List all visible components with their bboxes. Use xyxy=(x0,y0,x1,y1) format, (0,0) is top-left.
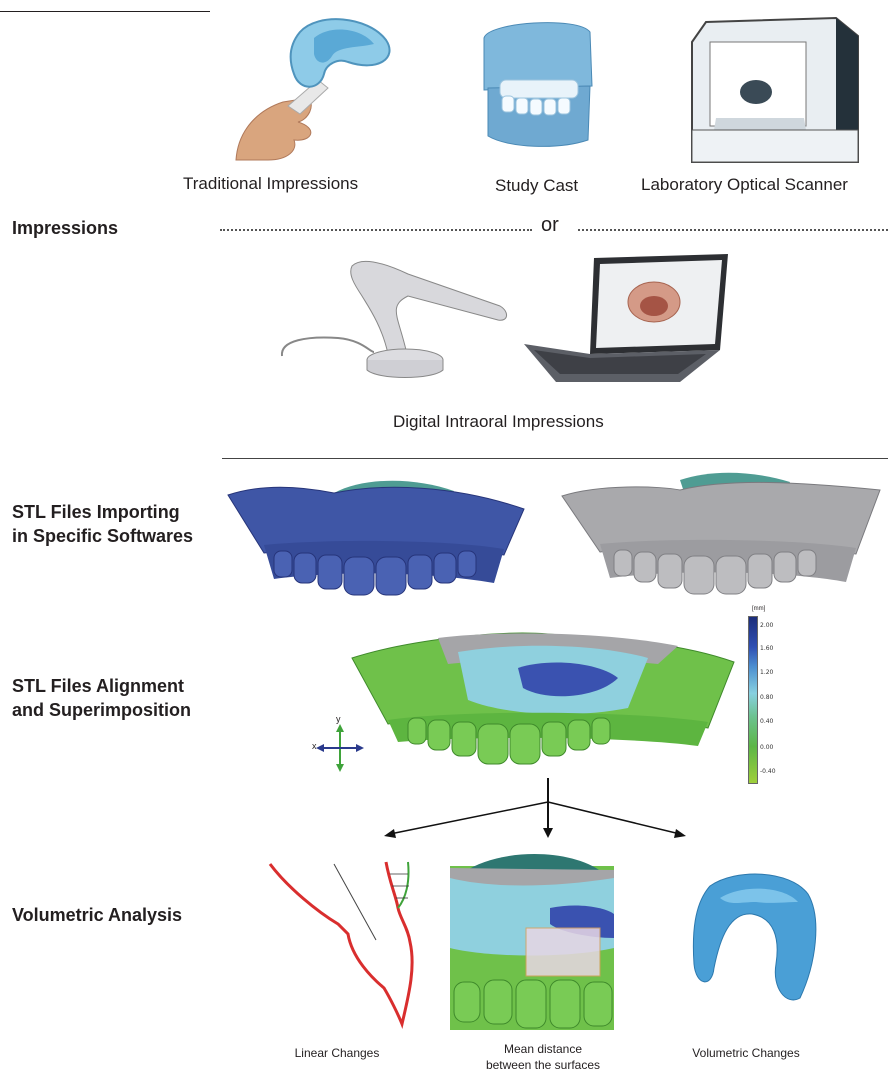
stl-model-blue xyxy=(227,480,525,596)
color-scale-tick: 1.60 xyxy=(760,645,774,652)
color-scale-bar xyxy=(748,616,758,784)
laptop-illustration xyxy=(524,254,728,382)
step-label-stl-import-1: STL Files Importing xyxy=(12,502,180,522)
color-scale-tick: 0.80 xyxy=(760,694,774,701)
color-scale-tick: 1.20 xyxy=(760,669,774,676)
digital-intraoral-caption: Digital Intraoral Impressions xyxy=(393,412,604,431)
color-scale-tick: 0.40 xyxy=(760,718,774,725)
intraoral-scanner-illustration xyxy=(280,260,507,378)
section-divider xyxy=(222,458,888,459)
color-scale-tick: 2.00 xyxy=(760,622,774,629)
superimposition-model xyxy=(351,632,735,765)
or-separator-right xyxy=(578,229,888,231)
axis-label-y: y xyxy=(336,714,341,724)
mean-distance-caption-2: between the surfaces xyxy=(485,1058,601,1072)
step-label-alignment-2: and Superimposition xyxy=(12,700,192,720)
branch-arrows xyxy=(384,778,686,838)
impression-tray-illustration xyxy=(235,18,391,161)
mean-distance-caption-1: Mean distance xyxy=(503,1042,583,1056)
mean-distance-model xyxy=(450,854,614,1030)
or-separator-left xyxy=(220,229,532,231)
study-cast-caption: Study Cast xyxy=(495,176,579,195)
step-label-stl-import-2: in Specific Softwares xyxy=(12,526,194,546)
xy-axes-icon xyxy=(316,724,364,772)
linear-changes-caption: Linear Changes xyxy=(294,1046,380,1060)
step-label-impressions: Impressions xyxy=(12,218,119,238)
step-label-volumetric: Volumetric Analysis xyxy=(12,905,183,925)
lab-scanner-caption: Laboratory Optical Scanner xyxy=(641,175,848,194)
color-scale-tick: -0.40 xyxy=(760,768,776,775)
study-cast-illustration xyxy=(483,22,593,147)
or-separator-text: or xyxy=(541,214,559,236)
stl-model-grey xyxy=(561,472,881,595)
lab-scanner-illustration xyxy=(691,16,859,163)
step-label-alignment-1: STL Files Alignment xyxy=(12,676,185,696)
color-scale-tick: 0.00 xyxy=(760,744,774,751)
linear-changes-profile xyxy=(268,861,414,1030)
header-rule xyxy=(0,11,210,12)
color-scale-unit: [mm] xyxy=(752,606,766,612)
volumetric-shell xyxy=(692,873,817,1001)
volumetric-changes-caption: Volumetric Changes xyxy=(692,1046,800,1060)
axis-label-x: x xyxy=(312,741,317,751)
traditional-impressions-caption: Traditional Impressions xyxy=(183,174,359,193)
